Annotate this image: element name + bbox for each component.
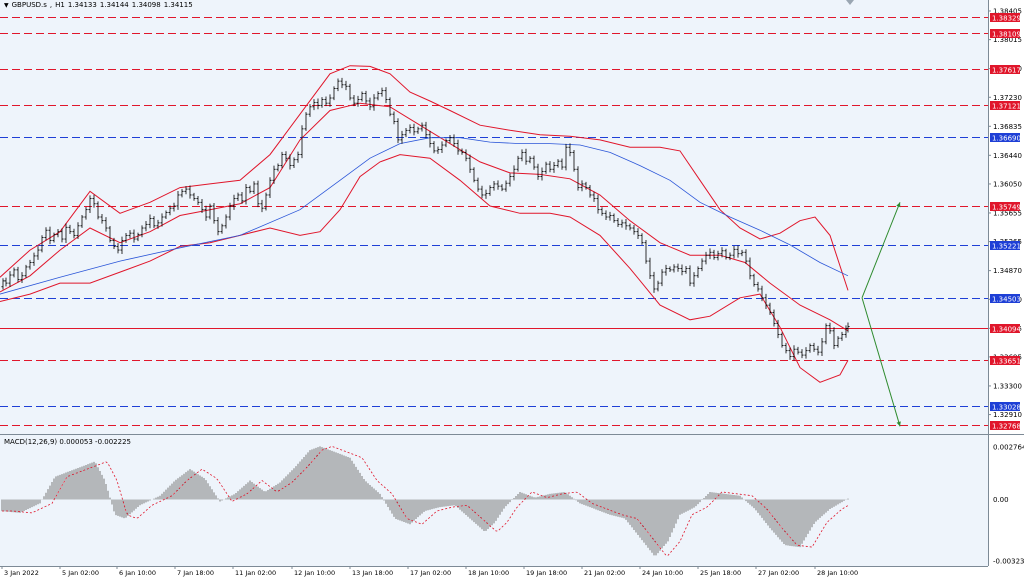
close-value: 1.34115 (163, 1, 193, 9)
timeframe: H1 (55, 1, 65, 9)
level-label-1: 1.38109 (992, 30, 1021, 38)
symbol-name: GBPUSD.s (11, 1, 47, 9)
level-label-bg-0 (990, 13, 1020, 22)
time-tick-label-4: 11 Jan 02:00 (235, 569, 276, 577)
collapse-triangle-icon[interactable]: ▼ (4, 1, 9, 9)
macd-name: MACD(12,26,9) (4, 438, 58, 446)
level-label-9: 1.33651 (992, 357, 1021, 365)
level-label-11: 1.32768 (992, 422, 1021, 430)
macd-signal-value: -0.002225 (95, 438, 131, 446)
forecast-arrow-line-up (861, 202, 901, 298)
time-tick-label-7: 17 Jan 02:00 (410, 569, 451, 577)
forecast-arrow-line-down (861, 297, 901, 427)
time-tick-label-14: 28 Jan 10:00 (817, 569, 858, 577)
level-label-8: 1.34094 (992, 325, 1021, 333)
symbol-separator: , (49, 1, 53, 9)
level-label-bg-8 (990, 324, 1020, 333)
level-label-bg-2 (990, 65, 1020, 74)
level-label-3: 1.37121 (992, 102, 1021, 110)
time-tick-label-10: 21 Jan 02:00 (584, 569, 625, 577)
bollinger-upper-line (0, 65, 849, 291)
level-label-bg-9 (990, 356, 1020, 365)
macd-tick-label-1: 0.00 (993, 496, 1009, 504)
time-tick-label-0: 3 Jan 2022 (4, 569, 39, 577)
level-label-2: 1.37617 (992, 66, 1021, 74)
time-scale-ticks: 3 Jan 2022 5 Jan 02:00 6 Jan 10:00 7 Jan 18… (1, 566, 858, 577)
time-axis (0, 566, 988, 577)
level-label-0: 1.38329 (992, 14, 1021, 22)
price-tick-label-7: 1.35655 (993, 209, 1022, 217)
level-label-bg-7 (990, 294, 1020, 303)
arrowhead-down-icon (896, 421, 901, 427)
low-value: 1.34098 (131, 1, 161, 9)
high-value: 1.34144 (99, 1, 129, 9)
price-axis (988, 0, 1024, 577)
level-label-bg-10 (990, 402, 1020, 411)
level-label-6: 1.35221 (992, 242, 1021, 250)
time-tick-label-1: 5 Jan 02:00 (62, 569, 99, 577)
bollinger-bands (0, 65, 849, 383)
time-tick-label-8: 18 Jan 10:00 (468, 569, 509, 577)
level-label-bg-4 (990, 133, 1020, 142)
price-tick-label-6: 1.36050 (993, 180, 1022, 188)
level-label-bg-6 (990, 241, 1020, 250)
price-bars (1, 77, 850, 361)
time-tick-label-2: 6 Jan 10:00 (119, 569, 156, 577)
level-label-5: 1.35749 (992, 203, 1021, 211)
time-tick-label-5: 12 Jan 10:00 (294, 569, 335, 577)
macd-scale-ticks: 0.002764 0.00 -0.003232 (993, 444, 1024, 566)
level-label-10: 1.33028 (992, 403, 1021, 411)
level-label-bg-5 (990, 202, 1020, 211)
price-tick-label-3: 1.37230 (993, 94, 1022, 102)
arrowhead-up-icon (896, 202, 901, 208)
time-tick-label-11: 24 Jan 10:00 (642, 569, 683, 577)
level-label-bg-3 (990, 101, 1020, 110)
macd-signal-line (2, 445, 849, 556)
price-tick-label-1: 1.38015 (993, 36, 1022, 44)
moving-average-line (0, 137, 849, 295)
forecast-arrows[interactable] (861, 202, 901, 427)
bollinger-middle-line (0, 102, 849, 332)
time-tick-label-12: 25 Jan 18:00 (700, 569, 741, 577)
time-tick-label-9: 19 Jan 18:00 (526, 569, 567, 577)
price-tick-label-9: 1.34870 (993, 267, 1022, 275)
level-price-labels: 1.38329 1.38109 1.37617 1.37121 1.36690 1.357… (990, 13, 1021, 430)
level-label-7: 1.34503 (992, 295, 1021, 303)
macd-header: MACD(12,26,9) 0.000053 -0.002225 (4, 438, 131, 446)
level-label-bg-11 (990, 421, 1020, 430)
price-tick-label-14: 1.32910 (993, 411, 1022, 419)
price-tick-label-0: 1.38405 (993, 7, 1022, 15)
moving-average (0, 137, 849, 295)
macd-tick-label-0: 0.002764 (993, 444, 1024, 452)
chart-shift-marker-icon[interactable] (846, 0, 854, 5)
macd-tick-label-2: -0.003232 (993, 558, 1024, 566)
symbol-header[interactable]: ▼ GBPUSD.s, H1 1.34133 1.34144 1.34098 1.… (4, 1, 193, 9)
price-tick-label-5: 1.36440 (993, 152, 1022, 160)
time-tick-label-6: 13 Jan 18:00 (352, 569, 393, 577)
macd-histogram (1, 445, 849, 556)
level-label-bg-1 (990, 29, 1020, 38)
level-label-4: 1.36690 (992, 134, 1021, 142)
time-tick-label-13: 27 Jan 02:00 (758, 569, 799, 577)
price-tick-label-13: 1.33300 (993, 382, 1022, 390)
price-pane (0, 0, 988, 434)
time-tick-label-3: 7 Jan 18:00 (177, 569, 214, 577)
bollinger-lower-line (0, 154, 849, 383)
macd-main-value: 0.000053 (59, 438, 93, 446)
open-value: 1.34133 (67, 1, 97, 9)
price-tick-label-4: 1.36835 (993, 123, 1022, 131)
